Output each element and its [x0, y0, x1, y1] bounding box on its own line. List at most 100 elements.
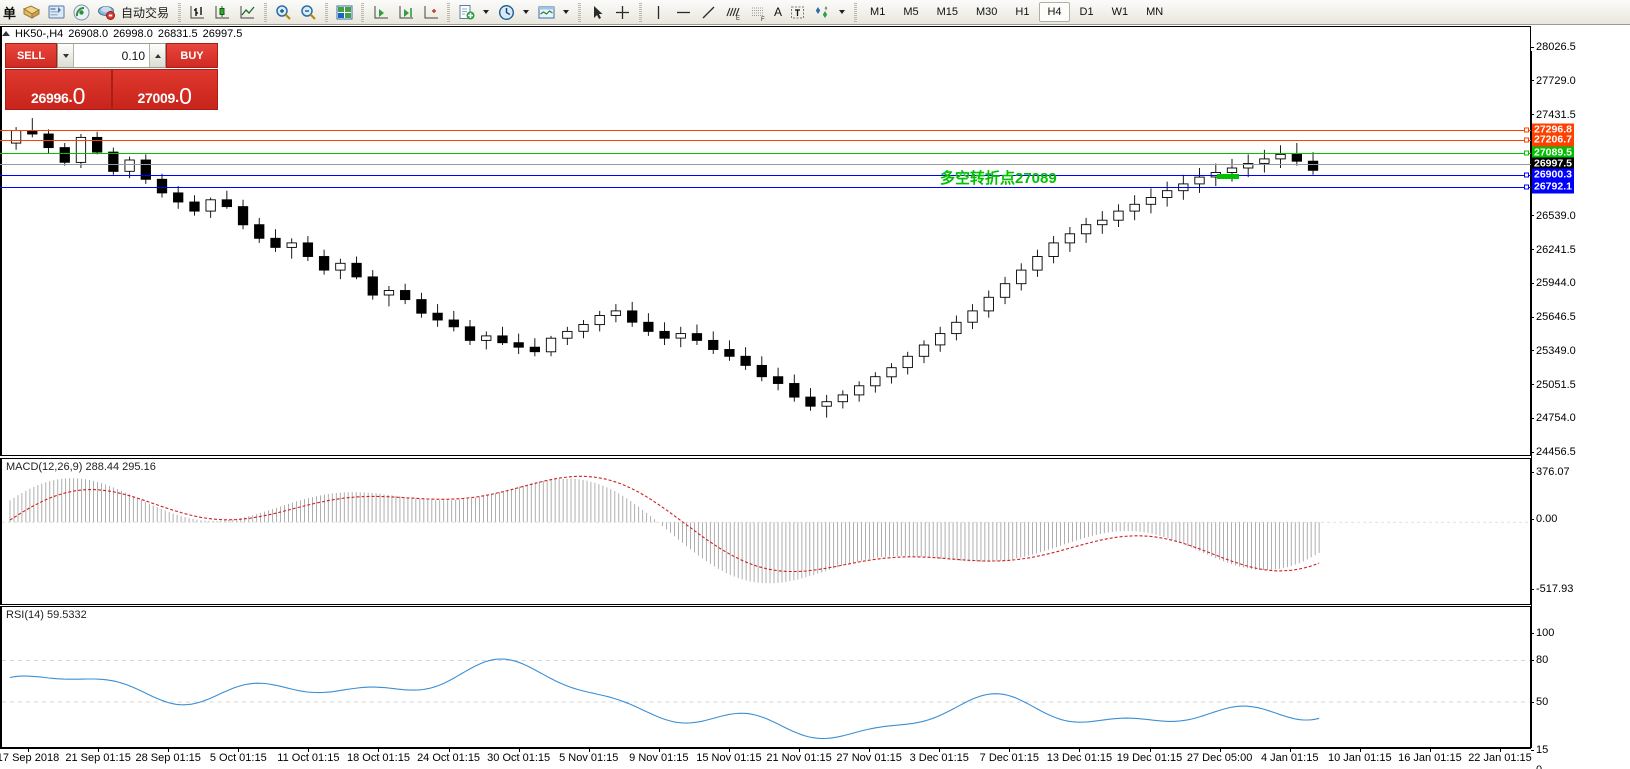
sell-price-display[interactable]: 26996 . 0	[5, 69, 112, 110]
auto-scroll-icon[interactable]	[368, 1, 393, 24]
volume-increase-button[interactable]	[149, 44, 165, 67]
tick-dash	[1531, 80, 1534, 82]
indicators-dropdown-caret[interactable]	[479, 1, 494, 24]
periods-icon[interactable]	[494, 1, 519, 24]
indicators-icon[interactable]	[454, 1, 479, 24]
collapse-triangle-icon[interactable]	[2, 31, 10, 36]
chart-area[interactable]: MACD(12,26,9) 288.44 295.16 RSI(14) 59.5…	[0, 25, 1630, 769]
volume-stepper[interactable]: 0.10	[57, 43, 166, 68]
tick-label: 0	[1536, 764, 1542, 769]
price-tick: 26539.0	[1531, 210, 1576, 222]
time-notch	[238, 749, 240, 752]
line-chart-icon[interactable]	[235, 1, 260, 24]
symbol-name: HK50-,H4	[15, 27, 64, 40]
time-tick-label: 21 Nov 01:15	[766, 752, 832, 764]
zoom-in-icon[interactable]	[271, 1, 296, 24]
tick-dash	[1531, 350, 1534, 352]
rsi-tick: 100	[1531, 627, 1554, 639]
bar-chart-svg	[190, 5, 205, 18]
timeframe-h4[interactable]: H4	[1039, 2, 1070, 22]
time-notch	[448, 749, 450, 752]
price-tick: 25646.5	[1531, 311, 1576, 323]
buy-price-display[interactable]: 27009 . 0	[111, 69, 218, 110]
new-order-icon[interactable]: 单	[0, 1, 19, 24]
candlestick-chart-icon[interactable]	[210, 1, 235, 24]
bar-chart-icon[interactable]	[185, 1, 210, 24]
price-pane[interactable]	[0, 26, 1531, 456]
macd-pane[interactable]: MACD(12,26,9) 288.44 295.16	[0, 458, 1531, 605]
time-tick-label: 22 Jan 01:15	[1468, 752, 1532, 764]
data-folder-icon[interactable]	[19, 1, 44, 24]
market-watch-icon[interactable]	[44, 1, 69, 24]
timeframe-h1[interactable]: H1	[1015, 6, 1030, 18]
timeframe-d1[interactable]: D1	[1079, 6, 1094, 18]
tick-label: 26539.0	[1536, 209, 1576, 222]
sell-price-last: 0	[72, 83, 86, 109]
text-label-icon[interactable]	[785, 1, 810, 24]
time-tick-label: 13 Dec 01:15	[1046, 752, 1113, 764]
fibonacci-icon[interactable]: F	[746, 1, 771, 24]
templates-icon[interactable]	[534, 1, 559, 24]
price-tag-last-price: 26997.5	[1532, 157, 1574, 171]
templates-dropdown-caret[interactable]	[559, 1, 574, 24]
toolbar-separator	[361, 2, 365, 22]
tick-dash	[1531, 114, 1534, 115]
shapes-dropdown-caret[interactable]	[835, 1, 850, 24]
elliott-wave-svg: E	[726, 7, 740, 22]
price-axis[interactable]: 28026.5 27729.0 27431.5 26539.0 26241.5 25944…	[1531, 41, 1630, 769]
tick-dash	[1531, 249, 1534, 250]
timeframe-m1[interactable]: M1	[870, 6, 886, 18]
buy-button[interactable]: BUY	[166, 43, 218, 68]
buy-price-main: 27009	[137, 90, 176, 106]
vertical-line-svg	[657, 5, 660, 19]
tick-dash	[1531, 749, 1534, 751]
tick-label: -517.93	[1536, 583, 1574, 595]
expert-advisor-svg	[98, 5, 116, 20]
tick-label: 28026.5	[1536, 41, 1576, 53]
expert-advisor-icon[interactable]	[94, 1, 119, 24]
buy-price-dot: .	[174, 89, 180, 106]
chart-shift-end-icon[interactable]	[418, 1, 443, 24]
rsi-pane[interactable]: RSI(14) 59.5332	[0, 606, 1531, 748]
timeframe-w1[interactable]: W1	[1111, 6, 1129, 18]
sell-button[interactable]: SELL	[5, 43, 57, 68]
tick-dash	[1531, 451, 1534, 453]
autotrading-button[interactable]: 自动交易	[121, 5, 170, 20]
volume-input[interactable]: 0.10	[121, 48, 145, 63]
signals-icon[interactable]	[69, 1, 94, 24]
timeframe-mn[interactable]: MN	[1146, 6, 1164, 18]
time-axis[interactable]: 17 Sep 2018 21 Sep 01:15 28 Sep 01:15 5 Oct…	[0, 748, 1532, 769]
periods-svg	[499, 4, 515, 20]
svg-text:E: E	[736, 16, 740, 22]
time-tick-label: 27 Nov 01:15	[836, 752, 902, 764]
macd-label: MACD(12,26,9) 288.44 295.16	[6, 461, 156, 473]
trendline-icon[interactable]	[696, 1, 721, 24]
horizontal-line-icon[interactable]	[671, 1, 696, 24]
oct-top-row: SELL 0.10 BUY	[5, 43, 218, 68]
time-notch	[1009, 749, 1011, 752]
toolbar-separator	[325, 2, 329, 22]
text-icon[interactable]: A	[771, 1, 785, 24]
tick-dash	[1531, 215, 1534, 217]
shapes-icon[interactable]	[810, 1, 835, 24]
vertical-line-icon[interactable]	[646, 1, 671, 24]
rsi-tick: 50	[1531, 696, 1548, 708]
zoom-out-icon[interactable]	[296, 1, 321, 24]
volume-decrease-button[interactable]	[58, 44, 74, 67]
price-tick: 28026.5	[1531, 41, 1576, 53]
tick-label: 50	[1536, 696, 1549, 708]
toolbar-separator	[639, 2, 643, 22]
chevron-down-icon	[483, 10, 490, 14]
timeframe-m5[interactable]: M5	[903, 6, 919, 18]
elliott-wave-icon[interactable]: E	[721, 1, 746, 24]
chart-shift-icon[interactable]	[393, 1, 418, 24]
cursor-icon[interactable]	[585, 1, 610, 24]
crosshair-icon[interactable]	[610, 1, 635, 24]
macd-tick: 376.07	[1531, 466, 1570, 478]
tile-windows-icon[interactable]	[332, 1, 357, 24]
periods-dropdown-caret[interactable]	[519, 1, 534, 24]
timeframe-m15[interactable]: M15	[936, 6, 959, 18]
price-tick: 24456.5	[1531, 446, 1576, 458]
timeframe-m30[interactable]: M30	[976, 6, 998, 18]
tick-label: 24456.5	[1536, 446, 1576, 458]
